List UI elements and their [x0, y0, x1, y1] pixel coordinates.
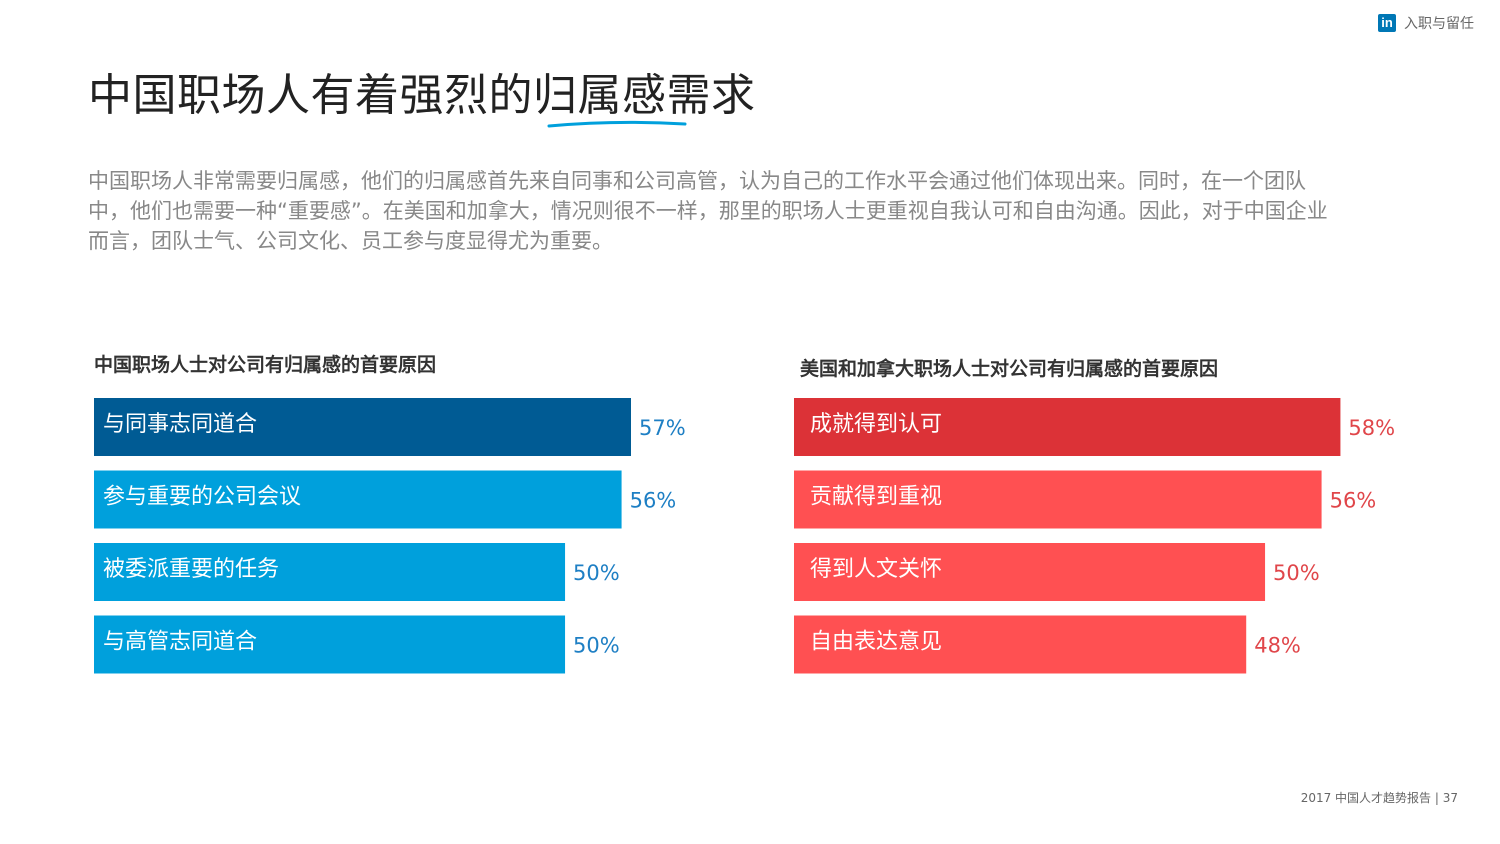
category-label: 与高管志同道合 — [103, 630, 257, 655]
bar — [94, 615, 566, 674]
page-title: 中国职场人有着强烈的归属感需求 — [88, 70, 756, 121]
intro-paragraph: 中国职场人非常需要归属感，他们的归属感首先来自同事和公司高管，认为自己的工作水平… — [88, 169, 1328, 253]
value-label: 50% — [573, 561, 620, 585]
china-chart: 中国职场人士对公司有归属感的首要原因 与同事志同道合 57% 参与重要的公司会议 56… — [94, 344, 734, 704]
value-label: 50% — [573, 634, 620, 658]
value-label: 48% — [1254, 634, 1301, 658]
value-label: 56% — [1330, 489, 1377, 513]
category-label: 与同事志同道合 — [103, 412, 257, 437]
value-label: 58% — [1348, 416, 1395, 440]
bar — [794, 398, 1341, 456]
category-label: 自由表达意见 — [810, 630, 942, 655]
bar — [794, 470, 1322, 529]
bar — [94, 543, 566, 601]
value-label: 57% — [639, 416, 686, 440]
category-label: 成就得到认可 — [810, 412, 942, 437]
na-chart: 美国和加拿大职场人士对公司有归属感的首要原因 成就得到认可 58% 贡献得到重视 56… — [794, 344, 1434, 704]
page-footer: 2017 中国人才趋势报告 | 37 — [1300, 791, 1458, 805]
chart-title: 美国和加拿大职场人士对公司有归属感的首要原因 — [800, 358, 1219, 380]
value-label: 50% — [1273, 561, 1320, 585]
category-label: 被委派重要的任务 — [103, 557, 279, 582]
bar — [94, 470, 622, 529]
header-section: in 入职与留任 — [1378, 12, 1474, 34]
category-label: 得到人文关怀 — [810, 557, 942, 582]
bar — [794, 543, 1266, 601]
bar — [794, 615, 1247, 674]
china-bar-chart: 与同事志同道合 57% 参与重要的公司会议 56% 被委派重要的任务 50% 与高管志同道合… — [94, 398, 686, 674]
bar — [94, 398, 631, 456]
category-label: 参与重要的公司会议 — [103, 485, 301, 510]
title-underline-decoration — [547, 120, 687, 128]
na-bar-chart: 成就得到认可 58% 贡献得到重视 56% 得到人文关怀 50% 自由表达意见 48% — [794, 398, 1395, 674]
value-label: 56% — [630, 489, 677, 513]
section-label: 入职与留任 — [1404, 16, 1474, 32]
category-label: 贡献得到重视 — [810, 485, 942, 510]
chart-title: 中国职场人士对公司有归属感的首要原因 — [94, 354, 437, 376]
linkedin-icon: in — [1378, 14, 1396, 32]
